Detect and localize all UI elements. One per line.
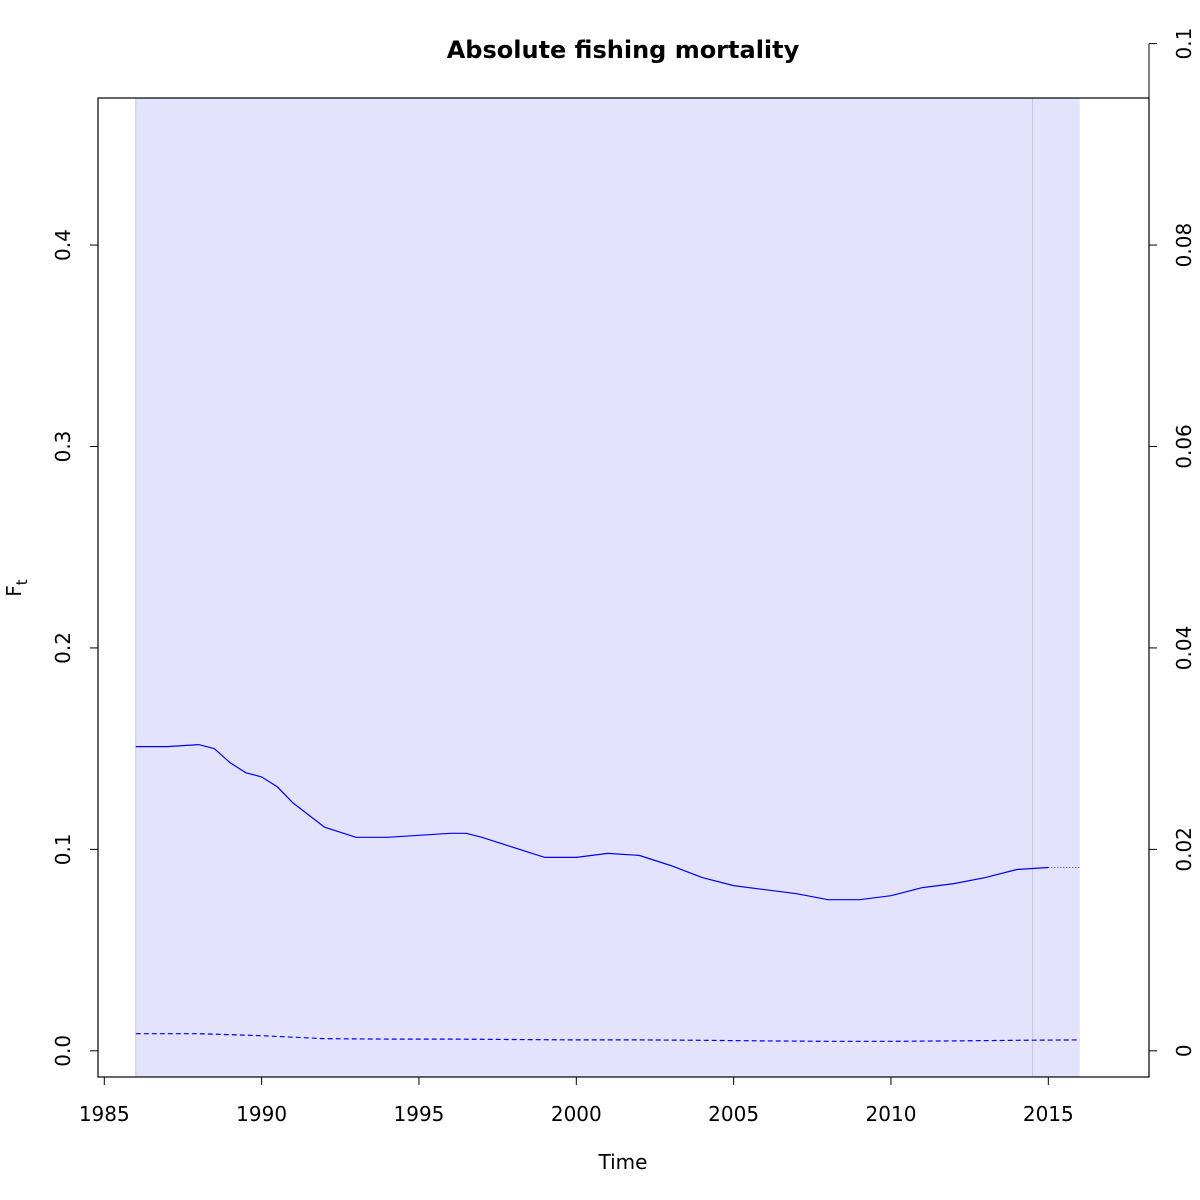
y-axis-label-subscript: t — [13, 579, 31, 585]
y2-tick-label: 0.1 — [1172, 28, 1196, 60]
y-axis-label-main: F — [2, 585, 26, 597]
x-tick-label: 2010 — [866, 1102, 917, 1126]
x-tick-label: 1985 — [79, 1102, 130, 1126]
x-tick-label: 2005 — [708, 1102, 759, 1126]
x-tick-label: 2015 — [1023, 1102, 1074, 1126]
y-tick-label: 0.3 — [51, 431, 75, 463]
y2-tick-label: 0.08 — [1172, 223, 1196, 268]
confidence-band-layer — [135, 98, 1080, 1077]
y-axis-right: 0 0.02 0.04 0.06 0.08 0.1 — [1148, 28, 1196, 1057]
series-line-dashed — [135, 1033, 1080, 1042]
x-axis: 1985 1990 1995 2000 2005 2010 2015 — [79, 1076, 1074, 1126]
y2-tick-label: 0.04 — [1172, 626, 1196, 671]
x-tick-label: 2000 — [551, 1102, 602, 1126]
y2-tick-label: 0 — [1172, 1044, 1196, 1057]
chart-title: Absolute fishing mortality — [447, 36, 800, 64]
y-tick-label: 0.1 — [51, 833, 75, 865]
confidence-band — [135, 98, 1080, 1077]
x-axis-label: Time — [598, 1150, 648, 1174]
reference-lines-layer — [135, 98, 1034, 1077]
x-tick-label: 1995 — [394, 1102, 445, 1126]
y2-tick-label: 0.02 — [1172, 827, 1196, 872]
y-tick-label: 0.0 — [51, 1035, 75, 1067]
y-axis-left: 0.0 0.1 0.2 0.3 0.4 — [51, 229, 99, 1067]
series-layer — [135, 743, 1080, 1042]
y-tick-label: 0.2 — [51, 632, 75, 664]
series-line-solid — [135, 743, 1049, 901]
y-axis-label: Ft — [2, 579, 31, 597]
y-tick-label: 0.4 — [51, 229, 75, 261]
x-tick-label: 1990 — [236, 1102, 287, 1126]
y2-tick-label: 0.06 — [1172, 424, 1196, 469]
